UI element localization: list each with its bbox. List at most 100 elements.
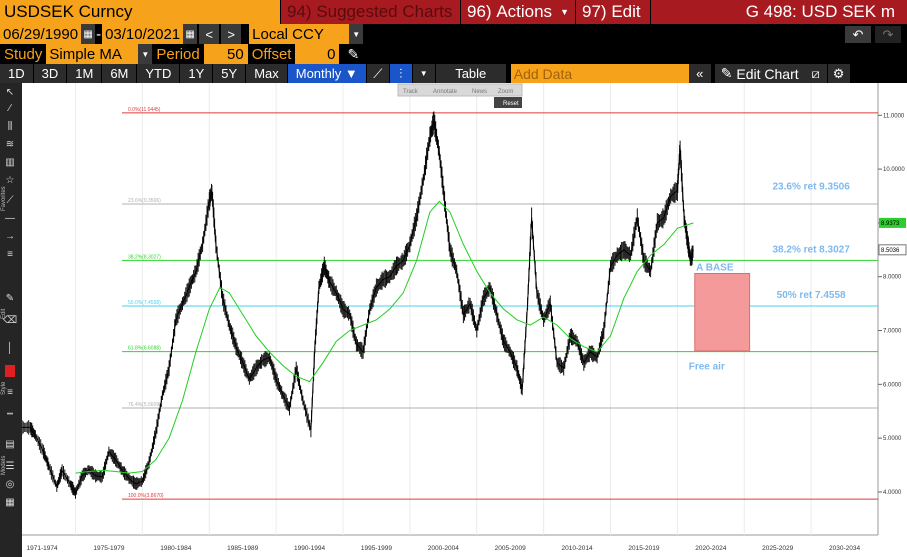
- x-axis: 1971-1974 1975-1979 1980-1984 1985-1989 1990…: [27, 545, 861, 552]
- calendar-icon[interactable]: ▦: [81, 24, 96, 44]
- y-tick-label: 7.0000: [883, 329, 902, 335]
- line-tool-icon[interactable]: ∕: [9, 103, 11, 114]
- reset-button-bg[interactable]: [494, 97, 522, 108]
- start-date-field[interactable]: 06/29/1990: [0, 24, 82, 44]
- period-field[interactable]: 50: [203, 44, 248, 64]
- floating-toolbar: Track Annotate News Zoom Reset: [397, 83, 523, 108]
- period-toolbar: 1D 3D 1M 6M YTD 1Y 5Y Max Monthly ▼ ⟋ ⫶ …: [0, 64, 907, 83]
- trend-tool-icon[interactable]: ⟋: [6, 195, 14, 206]
- x-tick-label: 2000-2004: [428, 545, 459, 552]
- add-data-field[interactable]: Add Data: [510, 64, 689, 83]
- erase-tool-icon[interactable]: ⌫: [3, 315, 18, 326]
- suggested-charts-button[interactable]: 94) Suggested Charts: [280, 0, 460, 24]
- chevron-left-icon[interactable]: <: [199, 24, 220, 44]
- series-layer: [22, 111, 694, 499]
- y-tick-label: 10.0000: [883, 167, 905, 173]
- edit-side-label: Edit: [1, 308, 7, 319]
- currency-field[interactable]: Local CCY: [249, 24, 350, 44]
- pencil-icon[interactable]: ✎: [347, 45, 360, 62]
- fib-fan-icon[interactable]: ≋: [5, 139, 15, 150]
- style-line-icon[interactable]: │: [6, 343, 14, 354]
- x-tick-label: 2020-2024: [695, 545, 726, 552]
- chevron-down-icon[interactable]: ▼: [349, 24, 364, 44]
- period-max-button[interactable]: Max: [246, 64, 287, 83]
- chart-area[interactable]: ↖ ∕ ⫼ ≋ ▥ ☆ ⟋ — → ≡ ✎ ⌫ │ ≡ ┅ ▤ ☰ ◎ ▦ Fa…: [0, 83, 907, 557]
- period-3d-button[interactable]: 3D: [33, 64, 67, 83]
- period-1y-button[interactable]: 1Y: [180, 64, 213, 83]
- fib-tool-icon[interactable]: ⫼: [7, 121, 13, 132]
- calendar-icon[interactable]: ▦: [183, 24, 198, 44]
- y-tick-label: 8.0000: [883, 275, 902, 281]
- chart-type-dropdown-icon[interactable]: ▼: [412, 64, 435, 83]
- reset-button[interactable]: Reset: [503, 101, 519, 107]
- news-button[interactable]: News: [472, 89, 487, 95]
- security-field[interactable]: USDSEK Curncy: [0, 0, 280, 24]
- drawing-toolbar: ↖ ∕ ⫼ ≋ ▥ ☆ ⟋ — → ≡ ✎ ⌫ │ ≡ ┅ ▤ ☰ ◎ ▦ Fa…: [0, 83, 22, 557]
- x-tick-label: 2025-2029: [762, 545, 793, 552]
- suggested-num: 94): [287, 2, 312, 21]
- undo-icon[interactable]: ↶: [845, 26, 871, 43]
- favorites-side-label: Favorites: [1, 186, 7, 211]
- blue-model-icon[interactable]: ▦: [5, 497, 15, 508]
- frequency-dropdown[interactable]: Monthly ▼: [287, 64, 366, 83]
- annotations: 23.6% ret 9.3506 38.2% ret 8.3027 50% ret …: [689, 182, 850, 373]
- line-chart-icon[interactable]: ⟋: [366, 64, 389, 83]
- period-6m-button[interactable]: 6M: [102, 64, 137, 83]
- fib-level-label: 61.8%(6.6088): [128, 346, 161, 352]
- color-swatch-icon[interactable]: [5, 365, 15, 377]
- price-chart[interactable]: 0.0%(11.0445) 23.6%(9.3506) 38.2%(8.3027) 5…: [22, 83, 907, 557]
- model-icon[interactable]: ▤: [5, 439, 15, 450]
- annotation-label: A BASE: [696, 262, 734, 273]
- caret-down-icon: ▼: [560, 7, 569, 17]
- hline-tool-icon[interactable]: —: [5, 213, 15, 224]
- x-tick-label: 2005-2009: [495, 545, 526, 552]
- redo-icon[interactable]: ↷: [875, 26, 901, 43]
- moving-average-line: [75, 200, 694, 474]
- pencil-icon: ✎: [720, 65, 733, 81]
- y-tick-label: 5.0000: [883, 436, 902, 442]
- period-ytd-button[interactable]: YTD: [137, 64, 180, 83]
- title-bar: USDSEK Curncy 94) Suggested Charts 96) A…: [0, 0, 907, 24]
- end-date-field[interactable]: 03/10/2021: [102, 24, 184, 44]
- edit-label: Edit: [611, 2, 641, 21]
- favorites-icon[interactable]: ☆: [5, 175, 15, 186]
- line-style-icon[interactable]: ┅: [6, 409, 14, 420]
- fib-level-label: 76.4%(5.5609): [128, 402, 161, 408]
- edit-menu[interactable]: 97) Edit▼: [575, 0, 658, 24]
- target-icon[interactable]: ◎: [5, 479, 15, 490]
- ma-value-label: 8.9373: [881, 221, 900, 227]
- annotation-label: 50% ret 7.4558: [777, 290, 846, 301]
- edit-tool-icon[interactable]: ✎: [5, 293, 15, 304]
- study-field[interactable]: Simple MA: [46, 44, 139, 64]
- edit-chart-button[interactable]: ✎ Edit Chart: [714, 64, 805, 83]
- collapse-icon[interactable]: «: [688, 64, 711, 83]
- fib-level-label: 23.6%(9.3506): [128, 198, 161, 204]
- cursor-icon[interactable]: ↖: [5, 87, 15, 98]
- offset-label: Offset: [251, 45, 292, 63]
- edit-num: 97): [582, 2, 607, 21]
- pattern-tool-icon[interactable]: ≡: [7, 249, 13, 260]
- zoom-button[interactable]: Zoom: [498, 89, 513, 95]
- candle-chart-icon[interactable]: ⫶: [389, 64, 412, 83]
- offset-field[interactable]: 0: [295, 44, 340, 64]
- model-list-icon[interactable]: ☰: [5, 461, 15, 472]
- fib-level-label: 0.0%(11.0445): [128, 107, 161, 113]
- actions-menu[interactable]: 96) Actions ▼: [460, 0, 575, 24]
- fib-level-label: 100.0%(3.8670): [128, 493, 164, 499]
- period-1m-button[interactable]: 1M: [67, 64, 102, 83]
- line-weight-icon[interactable]: ≡: [7, 387, 13, 398]
- chevron-down-icon[interactable]: ▼: [138, 44, 153, 64]
- settings-icon[interactable]: ⚙: [827, 64, 850, 83]
- period-5y-button[interactable]: 5Y: [213, 64, 246, 83]
- chevron-right-icon[interactable]: >: [221, 24, 242, 44]
- edit-layout-icon[interactable]: ⧄: [804, 64, 827, 83]
- y-tick-label: 11.0000: [883, 113, 905, 119]
- channel-tool-icon[interactable]: ▥: [5, 157, 15, 168]
- track-button[interactable]: Track: [403, 89, 419, 95]
- table-button[interactable]: Table: [435, 64, 506, 83]
- period-1d-button[interactable]: 1D: [0, 64, 33, 83]
- ray-tool-icon[interactable]: →: [5, 231, 15, 242]
- annotate-button[interactable]: Annotate: [433, 89, 458, 95]
- edit-chart-label: Edit Chart: [736, 65, 799, 82]
- study-label: Study: [4, 45, 43, 63]
